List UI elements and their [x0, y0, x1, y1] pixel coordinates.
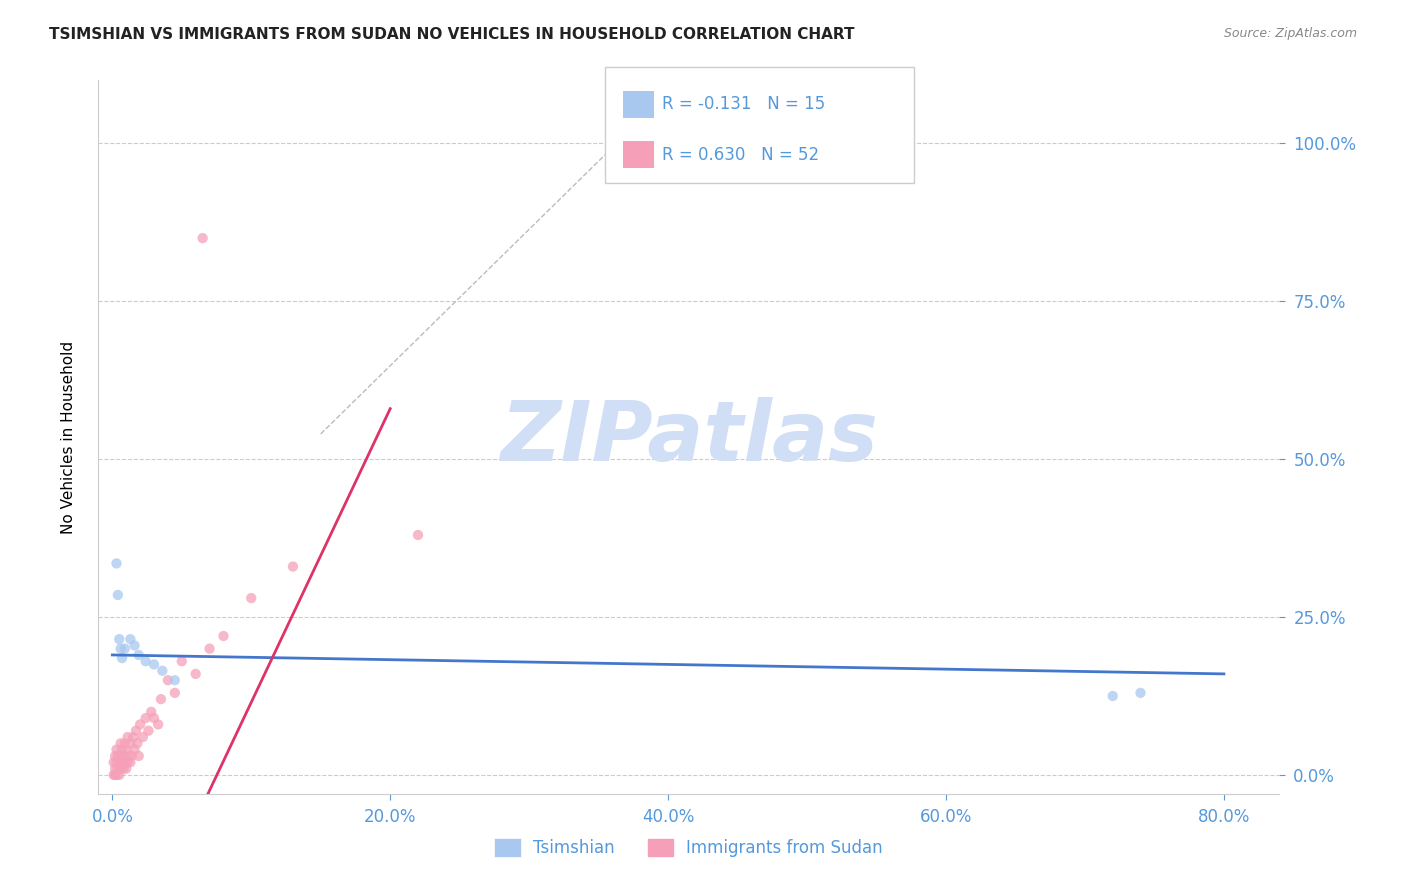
Point — [124, 639, 146, 653]
Point — [108, 768, 131, 782]
Point — [212, 629, 235, 643]
Point — [132, 730, 155, 744]
Point — [163, 673, 186, 688]
Point — [117, 756, 139, 770]
Point — [125, 723, 148, 738]
Point — [111, 756, 134, 770]
Point — [117, 730, 139, 744]
Point — [114, 641, 136, 656]
Point — [281, 559, 304, 574]
Point — [150, 664, 173, 678]
Point — [146, 717, 169, 731]
Point — [128, 749, 150, 764]
Text: Source: ZipAtlas.com: Source: ZipAtlas.com — [1223, 27, 1357, 40]
Point — [124, 742, 146, 756]
Point — [110, 749, 132, 764]
Point — [107, 762, 129, 776]
Point — [105, 756, 128, 770]
Point — [191, 231, 214, 245]
Point — [184, 666, 207, 681]
Point — [135, 711, 157, 725]
Point — [108, 632, 131, 647]
Point — [120, 632, 142, 647]
Point — [170, 654, 193, 668]
Point — [107, 588, 129, 602]
Point — [156, 673, 179, 688]
Text: ZIPatlas: ZIPatlas — [501, 397, 877, 477]
Point — [118, 749, 141, 764]
Point — [114, 756, 136, 770]
Point — [1101, 689, 1123, 703]
Text: R = -0.131   N = 15: R = -0.131 N = 15 — [662, 95, 825, 113]
Point — [103, 768, 125, 782]
Text: R = 0.630   N = 52: R = 0.630 N = 52 — [662, 145, 820, 163]
Point — [127, 736, 149, 750]
Point — [1129, 686, 1152, 700]
Point — [110, 736, 132, 750]
Point — [104, 749, 127, 764]
Point — [105, 742, 128, 756]
Point — [110, 641, 132, 656]
Point — [138, 723, 160, 738]
Point — [104, 768, 127, 782]
Point — [111, 651, 134, 665]
Point — [112, 749, 135, 764]
Y-axis label: No Vehicles in Household: No Vehicles in Household — [62, 341, 76, 533]
Point — [143, 657, 166, 672]
Point — [163, 686, 186, 700]
Point — [105, 768, 128, 782]
Point — [107, 749, 129, 764]
Point — [111, 742, 134, 756]
Point — [104, 762, 127, 776]
Point — [141, 705, 163, 719]
Legend: Tsimshian, Immigrants from Sudan: Tsimshian, Immigrants from Sudan — [488, 832, 890, 864]
Point — [115, 762, 138, 776]
Point — [198, 641, 221, 656]
Point — [240, 591, 263, 606]
Point — [112, 762, 135, 776]
Point — [128, 648, 150, 662]
Text: TSIMSHIAN VS IMMIGRANTS FROM SUDAN NO VEHICLES IN HOUSEHOLD CORRELATION CHART: TSIMSHIAN VS IMMIGRANTS FROM SUDAN NO VE… — [49, 27, 855, 42]
Point — [135, 654, 157, 668]
Point — [114, 736, 136, 750]
Point — [110, 762, 132, 776]
Point — [143, 711, 166, 725]
Point — [103, 756, 125, 770]
Point — [149, 692, 172, 706]
Point — [406, 528, 429, 542]
Point — [120, 756, 142, 770]
Point — [115, 742, 138, 756]
Point — [121, 749, 143, 764]
Point — [105, 557, 128, 571]
Point — [120, 736, 142, 750]
Point — [108, 756, 131, 770]
Point — [122, 730, 145, 744]
Point — [129, 717, 152, 731]
